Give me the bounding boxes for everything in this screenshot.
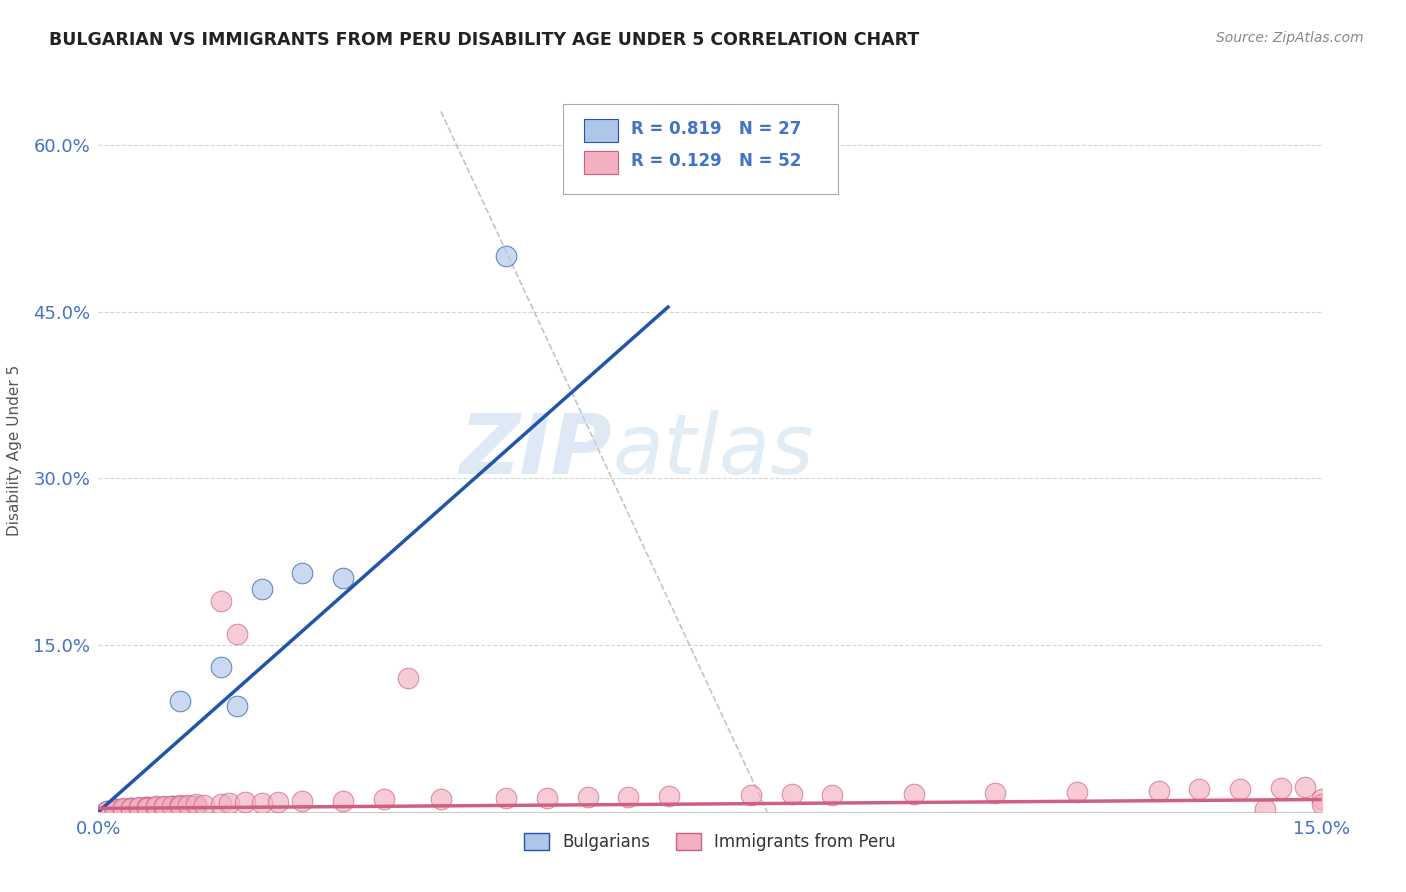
Point <box>536 791 558 805</box>
Point <box>136 800 159 814</box>
Point <box>780 787 803 801</box>
Point <box>111 803 134 817</box>
Bar <box>583 151 619 174</box>
Point <box>160 799 183 814</box>
Point <box>396 671 419 685</box>
Point <box>1270 781 1292 796</box>
Point <box>291 566 314 580</box>
Point <box>177 799 200 814</box>
Point <box>658 789 681 804</box>
Point <box>104 803 127 817</box>
Point <box>984 786 1007 800</box>
Point <box>226 699 249 714</box>
Point <box>145 799 167 814</box>
Point <box>128 801 150 815</box>
Point <box>152 800 174 814</box>
Point <box>233 795 256 809</box>
Point <box>152 801 174 815</box>
Point <box>145 801 167 815</box>
Point <box>128 801 150 815</box>
Point <box>1253 803 1275 817</box>
Point <box>617 790 640 805</box>
Point <box>209 660 232 674</box>
Point <box>136 801 159 815</box>
Point <box>332 571 354 585</box>
Text: ZIP: ZIP <box>460 410 612 491</box>
Text: R = 0.129   N = 52: R = 0.129 N = 52 <box>630 152 801 169</box>
Point <box>1147 783 1170 797</box>
Point <box>250 582 273 597</box>
Point <box>96 804 118 818</box>
Point <box>903 787 925 801</box>
Point <box>193 798 215 813</box>
Point <box>136 801 159 815</box>
Point <box>250 796 273 810</box>
Point <box>267 795 290 809</box>
Point <box>104 803 127 817</box>
Point <box>332 794 354 808</box>
Point <box>104 804 127 818</box>
Point <box>160 800 183 814</box>
Point <box>145 800 167 814</box>
Point <box>120 801 142 815</box>
Point <box>152 799 174 814</box>
Point <box>821 788 844 802</box>
Bar <box>583 119 619 142</box>
Y-axis label: Disability Age Under 5: Disability Age Under 5 <box>7 365 22 536</box>
Point <box>186 797 208 811</box>
Point <box>169 799 191 814</box>
Text: R = 0.819   N = 27: R = 0.819 N = 27 <box>630 120 801 138</box>
Point <box>104 804 127 818</box>
Point <box>186 799 208 814</box>
Point <box>169 693 191 707</box>
Point <box>111 803 134 817</box>
Point <box>1188 782 1211 797</box>
Point <box>373 792 395 806</box>
FancyBboxPatch shape <box>564 103 838 194</box>
Point <box>1310 797 1333 811</box>
Point <box>111 801 134 815</box>
Point <box>177 798 200 813</box>
Point <box>495 249 517 263</box>
Point <box>111 804 134 818</box>
Point <box>96 804 118 818</box>
Point <box>1066 785 1088 799</box>
Text: Source: ZipAtlas.com: Source: ZipAtlas.com <box>1216 31 1364 45</box>
Point <box>128 800 150 814</box>
Point <box>136 800 159 814</box>
Point <box>1310 792 1333 806</box>
Point <box>120 803 142 817</box>
Point <box>740 788 762 802</box>
Text: BULGARIAN VS IMMIGRANTS FROM PERU DISABILITY AGE UNDER 5 CORRELATION CHART: BULGARIAN VS IMMIGRANTS FROM PERU DISABI… <box>49 31 920 49</box>
Legend: Bulgarians, Immigrants from Peru: Bulgarians, Immigrants from Peru <box>517 826 903 857</box>
Point <box>218 796 240 810</box>
Point <box>120 801 142 815</box>
Point <box>120 803 142 817</box>
Point <box>169 800 191 814</box>
Point <box>430 792 453 806</box>
Point <box>209 593 232 607</box>
Point <box>169 798 191 813</box>
Point <box>160 799 183 814</box>
Point <box>576 790 599 805</box>
Point <box>226 627 249 641</box>
Point <box>1294 780 1316 795</box>
Point <box>291 794 314 808</box>
Point <box>128 803 150 817</box>
Point <box>495 791 517 805</box>
Text: atlas: atlas <box>612 410 814 491</box>
Point <box>152 800 174 814</box>
Point <box>209 797 232 811</box>
Point <box>1229 782 1251 797</box>
Point <box>145 800 167 814</box>
